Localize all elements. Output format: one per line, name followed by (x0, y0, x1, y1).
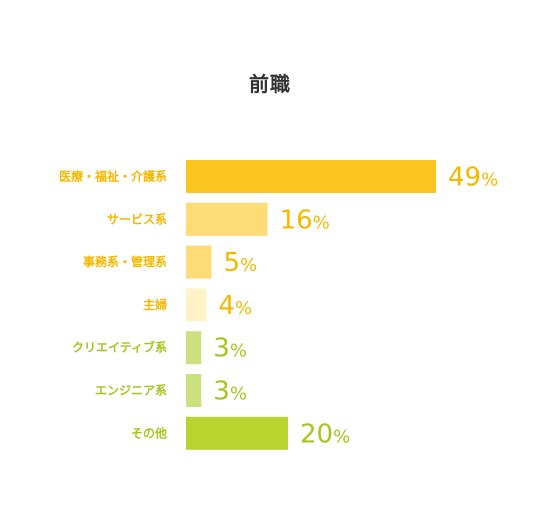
bar-1 (186, 160, 436, 193)
value-unit: % (230, 384, 247, 405)
value-unit: % (481, 170, 498, 191)
category-label: その他 (131, 425, 167, 440)
category-label: 主婦 (143, 297, 167, 312)
value-number: 49 (448, 163, 481, 193)
category-label: クリエイティブ系 (72, 340, 167, 355)
category-label: エンジニア系 (95, 383, 167, 398)
bar-7 (186, 416, 288, 450)
value-label: 49% (448, 163, 498, 193)
value-number: 3 (213, 334, 230, 364)
value-unit: % (313, 212, 330, 233)
value-label: 5% (224, 248, 258, 278)
value-number: 20 (300, 419, 333, 449)
value-label: 3% (213, 334, 247, 364)
category-label: 医療・福祉・介護系 (59, 169, 167, 184)
value-unit: % (230, 341, 247, 362)
chart-title: 前職 (249, 72, 291, 96)
value-unit: % (240, 255, 257, 276)
value-number: 5 (224, 248, 241, 278)
value-number: 3 (213, 377, 230, 407)
value-unit: % (235, 298, 252, 319)
category-label: サービス系 (107, 211, 167, 226)
value-number: 4 (218, 291, 235, 321)
value-label: 20% (300, 419, 350, 449)
bar-2 (186, 202, 268, 236)
bar-4 (186, 288, 207, 322)
bar-5 (186, 331, 202, 365)
bar-3 (186, 245, 212, 279)
value-label: 16% (280, 205, 330, 235)
value-number: 16 (280, 205, 313, 235)
value-label: 3% (213, 377, 247, 407)
bar-6 (186, 374, 202, 407)
value-label: 4% (218, 291, 252, 321)
category-label: 事務系・管理系 (83, 254, 167, 269)
value-unit: % (333, 426, 350, 447)
